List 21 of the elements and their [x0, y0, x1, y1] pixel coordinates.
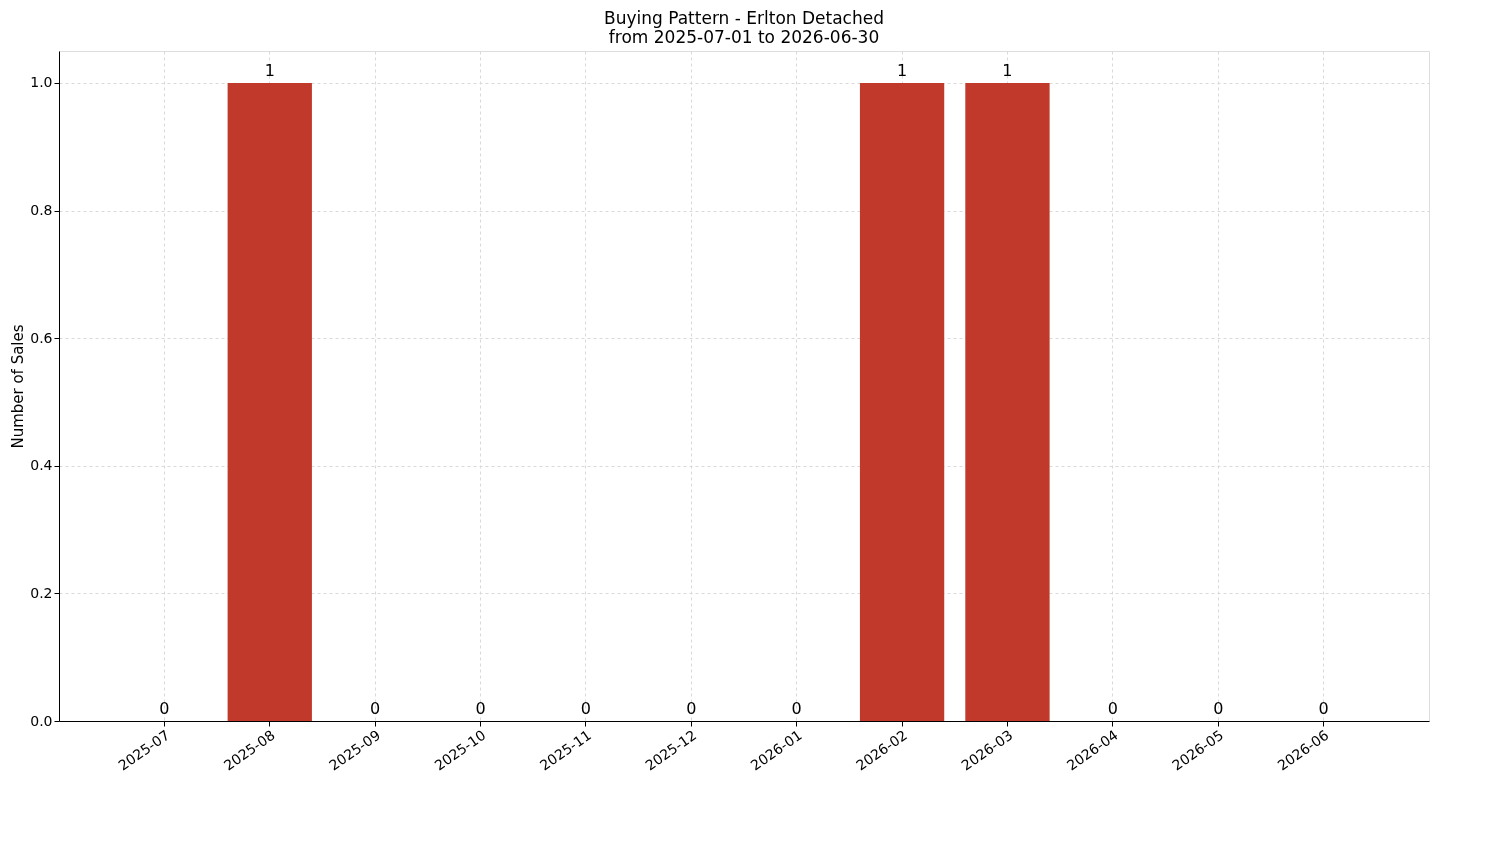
data-label: 0: [686, 699, 697, 718]
y-tick-label: 0.0: [30, 712, 53, 729]
data-label: 1: [264, 60, 275, 80]
chart-title: Buying Pattern - Erlton Detached: [604, 8, 884, 28]
y-tick-label: 0.2: [30, 584, 53, 601]
data-label: 0: [1213, 699, 1224, 718]
y-tick-label: 1.0: [30, 74, 53, 91]
data-label: 0: [475, 699, 486, 718]
data-label: 1: [1002, 60, 1013, 80]
y-tick-label: 0.6: [30, 329, 53, 346]
y-tick-label: 0.4: [30, 457, 53, 474]
data-label: 0: [1107, 699, 1118, 718]
y-axis-title: Number of Sales: [9, 324, 28, 449]
chart-subtitle: from 2025-07-01 to 2026-06-30: [608, 27, 880, 47]
y-tick-label: 0.8: [30, 202, 53, 219]
data-label: 0: [159, 699, 170, 718]
data-label: 0: [791, 699, 802, 718]
data-label: 1: [896, 60, 908, 80]
data-label: 0: [1318, 699, 1329, 718]
data-label: 0: [580, 699, 592, 718]
data-label: 0: [370, 699, 381, 718]
